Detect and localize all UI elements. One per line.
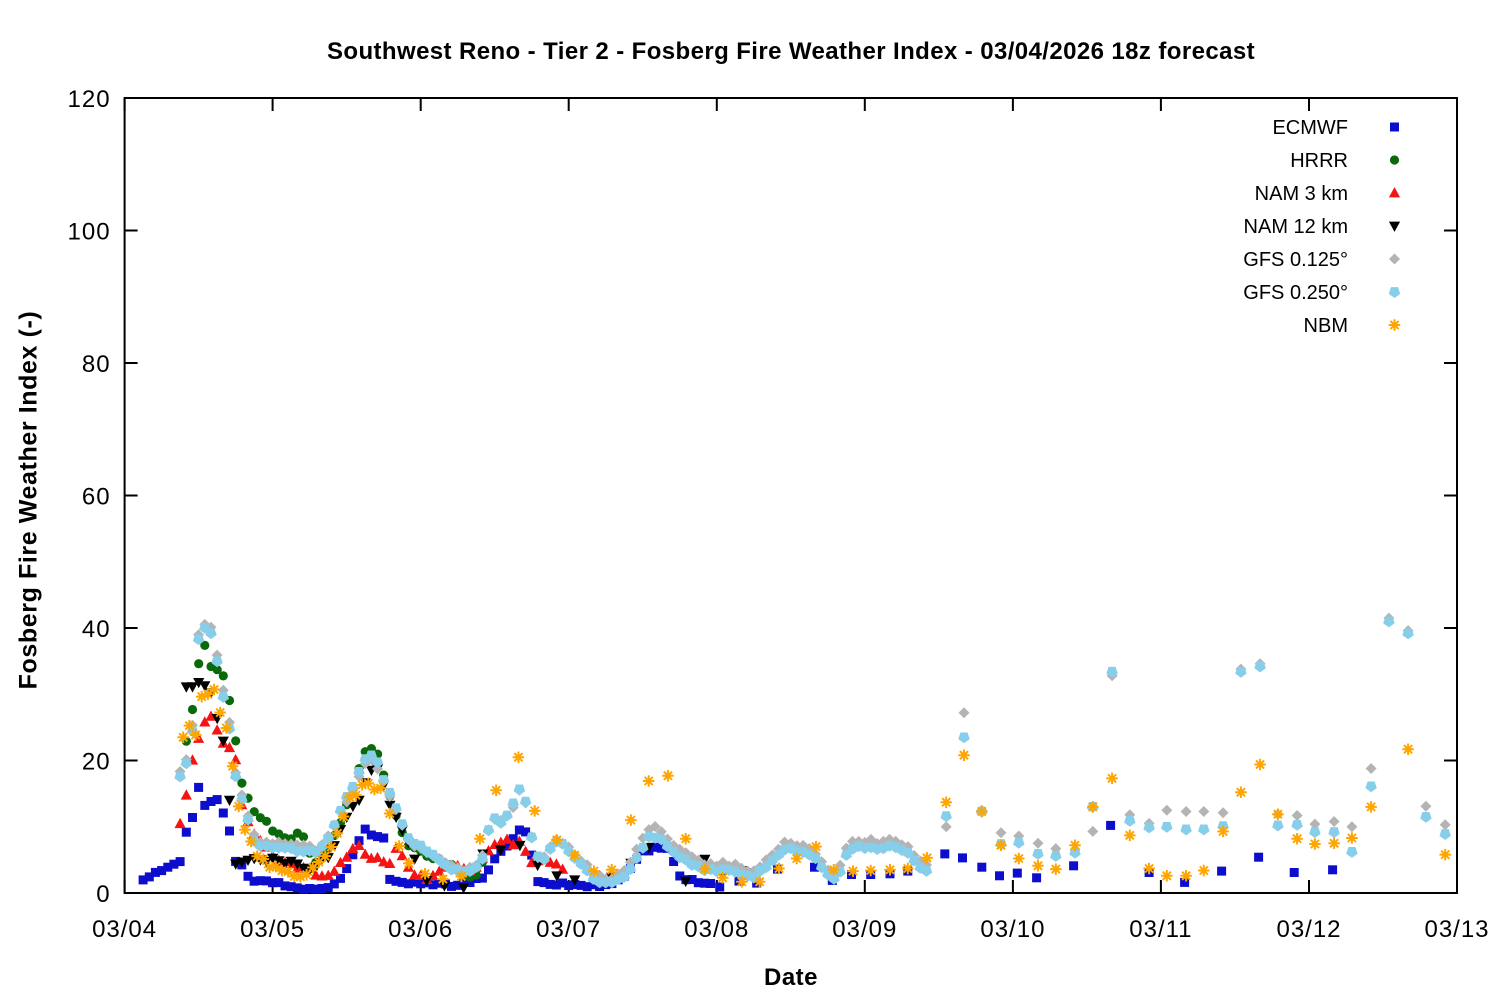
svg-text:03/04: 03/04 bbox=[92, 916, 157, 943]
svg-text:03/06: 03/06 bbox=[388, 916, 453, 943]
svg-text:GFS 0.125°: GFS 0.125° bbox=[1243, 249, 1348, 271]
svg-text:03/13: 03/13 bbox=[1424, 916, 1489, 943]
svg-text:03/08: 03/08 bbox=[684, 916, 749, 943]
svg-text:ECMWF: ECMWF bbox=[1272, 117, 1348, 139]
svg-text:HRRR: HRRR bbox=[1290, 150, 1348, 172]
svg-text:Date: Date bbox=[764, 964, 818, 991]
svg-text:03/09: 03/09 bbox=[832, 916, 897, 943]
svg-text:03/07: 03/07 bbox=[536, 916, 601, 943]
svg-text:NBM: NBM bbox=[1304, 315, 1348, 337]
svg-text:03/05: 03/05 bbox=[240, 916, 305, 943]
svg-text:20: 20 bbox=[82, 749, 111, 776]
svg-text:120: 120 bbox=[68, 86, 111, 113]
svg-text:GFS 0.250°: GFS 0.250° bbox=[1243, 282, 1348, 304]
svg-text:Fosberg Fire Weather Index (-): Fosberg Fire Weather Index (-) bbox=[15, 311, 43, 690]
svg-text:40: 40 bbox=[82, 616, 111, 643]
svg-text:NAM 12 km: NAM 12 km bbox=[1244, 216, 1348, 238]
svg-text:03/11: 03/11 bbox=[1129, 916, 1192, 943]
svg-text:0: 0 bbox=[96, 881, 110, 908]
svg-text:100: 100 bbox=[68, 219, 111, 246]
svg-text:03/10: 03/10 bbox=[980, 916, 1045, 943]
svg-text:80: 80 bbox=[82, 351, 111, 378]
svg-text:NAM 3 km: NAM 3 km bbox=[1255, 183, 1348, 205]
svg-text:Southwest Reno - Tier 2 - Fosb: Southwest Reno - Tier 2 - Fosberg Fire W… bbox=[327, 38, 1255, 65]
svg-text:60: 60 bbox=[82, 484, 111, 511]
svg-text:03/12: 03/12 bbox=[1276, 916, 1341, 943]
